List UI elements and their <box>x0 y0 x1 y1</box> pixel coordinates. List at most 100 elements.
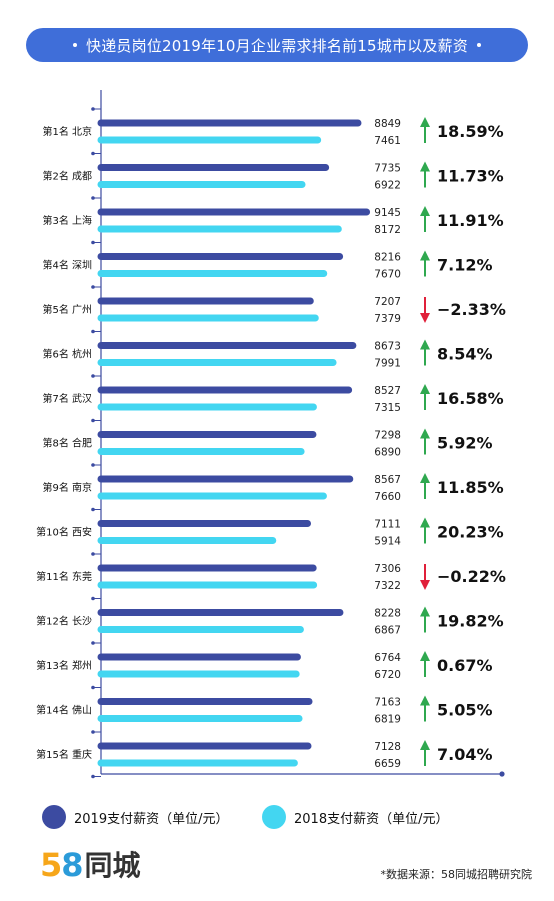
arrow-up-head-icon <box>420 740 430 750</box>
y-axis-tick-dot <box>91 463 95 467</box>
category-label: 第11名 东莞 <box>36 570 92 583</box>
arrow-up-head-icon <box>420 384 430 394</box>
y-axis-tick-dot <box>91 774 95 779</box>
y-axis-tick-dot <box>91 196 95 200</box>
value-label-2018: 6922 <box>374 180 401 192</box>
change-percent-label: 11.73% <box>437 167 504 186</box>
category-label: 第13名 郑州 <box>36 659 92 672</box>
change-percent-label: 11.85% <box>437 478 504 497</box>
title-dot-right <box>476 43 481 47</box>
y-axis-tick-dot <box>91 151 95 156</box>
value-label-2018: 6819 <box>374 714 401 726</box>
arrow-down-head-icon <box>420 313 430 323</box>
change-percent-label: 20.23% <box>437 523 504 542</box>
value-label-2018: 7670 <box>374 269 401 281</box>
arrow-up-head-icon <box>420 428 430 439</box>
brand-logo: 58 同城 <box>40 849 141 881</box>
chart-title: 快递员岗位2019年10月企业需求排名前15城市以及薪资 <box>86 36 468 55</box>
x-axis-end-dot <box>499 771 505 777</box>
change-percent-label: 5.92% <box>437 434 493 453</box>
value-label-2018: 6890 <box>374 447 401 459</box>
category-label: 第3名 上海 <box>42 214 92 227</box>
change-percent-label: 8.54% <box>437 345 493 364</box>
value-label-2019: 7128 <box>374 741 401 753</box>
value-label-2019: 7306 <box>374 563 401 575</box>
value-label-2018: 8172 <box>374 224 401 236</box>
change-percent-label: 0.67% <box>437 656 493 675</box>
change-percent-label: 16.58% <box>437 389 504 408</box>
legend-item-2018: 2018支付薪资（单位/元） <box>262 805 448 829</box>
legend-swatch-2018 <box>262 805 286 829</box>
value-label-2019: 7111 <box>374 519 401 531</box>
value-label-2018: 6720 <box>374 669 401 681</box>
value-label-2018: 5914 <box>374 536 401 548</box>
title-dot-left <box>73 43 78 47</box>
category-label: 第8名 合肥 <box>42 437 92 450</box>
category-label: 第14名 佛山 <box>36 704 92 717</box>
change-percent-label: −2.33% <box>437 300 506 319</box>
value-label-2019: 8216 <box>374 252 401 264</box>
title-banner: 快递员岗位2019年10月企业需求排名前15城市以及薪资 <box>26 28 528 62</box>
data-source: *数据来源：58同城招聘研究院 <box>380 868 533 881</box>
y-axis-tick-dot <box>91 730 95 734</box>
value-label-2019: 8673 <box>374 341 401 353</box>
value-label-2019: 8228 <box>374 608 401 620</box>
arrow-up-head-icon <box>420 339 430 350</box>
value-label-2019: 9145 <box>374 207 401 219</box>
legend-label-2019: 2019支付薪资（单位/元） <box>74 811 229 827</box>
value-label-2018: 6659 <box>374 758 401 770</box>
category-label: 第10名 西安 <box>36 526 92 539</box>
value-label-2018: 7461 <box>374 135 401 147</box>
y-axis-tick-dot <box>91 685 95 690</box>
y-axis-tick-dot <box>91 285 95 289</box>
change-percent-label: 7.04% <box>437 745 493 764</box>
value-label-2018: 7315 <box>374 402 401 414</box>
value-label-2018: 7379 <box>374 313 401 325</box>
y-axis-tick-dot <box>91 240 95 245</box>
change-percent-label: 5.05% <box>437 701 493 720</box>
arrow-up-head-icon <box>420 651 430 661</box>
y-axis-tick-dot <box>91 641 95 645</box>
value-label-2018: 7322 <box>374 580 401 592</box>
arrow-up-head-icon <box>420 473 430 483</box>
salary-bar-chart: 第1名 北京 8849 7461 18.59% 第2名 成都 7735 6922 11.73%… <box>36 90 506 779</box>
category-label: 第4名 深圳 <box>42 259 92 272</box>
y-axis-tick-dot <box>91 552 95 556</box>
arrow-down-head-icon <box>420 580 430 590</box>
category-label: 第1名 北京 <box>42 125 92 138</box>
y-axis-tick-dot <box>91 374 95 378</box>
value-label-2019: 8527 <box>374 385 401 397</box>
arrow-up-head-icon <box>420 606 430 617</box>
brand-name: 同城 <box>84 849 141 882</box>
value-label-2019: 8567 <box>374 474 401 486</box>
brand-number: 58 <box>40 846 84 884</box>
category-label: 第2名 成都 <box>42 170 92 183</box>
category-label: 第5名 广州 <box>42 303 92 316</box>
category-label: 第9名 南京 <box>42 481 92 494</box>
arrow-up-head-icon <box>420 517 430 528</box>
y-axis-tick-dot <box>91 418 95 423</box>
value-label-2019: 7298 <box>374 430 401 442</box>
arrow-up-head-icon <box>420 250 430 261</box>
value-label-2018: 7660 <box>374 491 401 503</box>
change-percent-label: 7.12% <box>437 256 493 275</box>
arrow-up-head-icon <box>420 161 430 172</box>
change-percent-label: 19.82% <box>437 612 504 631</box>
value-label-2019: 7207 <box>374 296 401 308</box>
value-label-2019: 6764 <box>374 652 401 664</box>
change-percent-label: −0.22% <box>437 567 506 586</box>
value-label-2018: 6867 <box>374 625 401 637</box>
y-axis-tick-dot <box>91 596 95 601</box>
change-percent-label: 11.91% <box>437 211 504 230</box>
value-label-2019: 7163 <box>374 697 401 709</box>
category-label: 第6名 杭州 <box>42 348 92 361</box>
legend-item-2019: 2019支付薪资（单位/元） <box>42 805 228 829</box>
y-axis-tick-dot <box>91 329 95 334</box>
value-label-2019: 8849 <box>374 118 401 130</box>
arrow-up-head-icon <box>420 695 430 706</box>
category-label: 第7名 武汉 <box>42 392 92 405</box>
category-label: 第12名 长沙 <box>36 615 92 628</box>
value-label-2019: 7735 <box>374 163 401 175</box>
legend-label-2018: 2018支付薪资（单位/元） <box>294 811 449 827</box>
arrow-up-head-icon <box>420 206 430 216</box>
